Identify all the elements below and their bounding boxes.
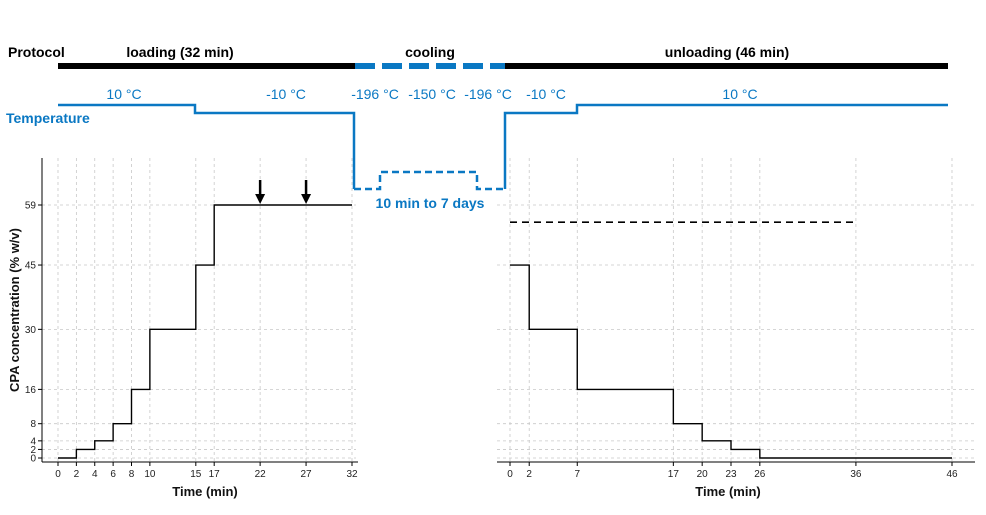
temp-label-4: -150 °C — [408, 86, 456, 102]
protocol-label: Protocol — [8, 44, 65, 60]
x-tick-label: 32 — [346, 469, 358, 480]
x-tick-label: 15 — [190, 469, 202, 480]
y-tick-label: 0 — [30, 454, 36, 465]
temp-label-3: -196 °C — [351, 86, 399, 102]
y-tick-label: 8 — [30, 419, 36, 430]
x-tick-label: 46 — [946, 469, 958, 480]
x-tick-label: 36 — [850, 469, 862, 480]
x-tick-label: 17 — [668, 469, 680, 480]
x-tick-label: 23 — [725, 469, 737, 480]
x-tick-label: 10 — [144, 469, 156, 480]
x-tick-label: 17 — [209, 469, 221, 480]
x-axis-label: Time (min) — [695, 484, 761, 499]
arrow-head — [301, 194, 312, 204]
x-tick-label: 22 — [255, 469, 267, 480]
temp-label-5: -196 °C — [464, 86, 512, 102]
y-tick-label: 16 — [25, 385, 37, 396]
x-tick-label: 6 — [110, 469, 116, 480]
x-tick-label: 27 — [301, 469, 313, 480]
x-tick-label: 4 — [92, 469, 98, 480]
temp-label-6: -10 °C — [526, 86, 566, 102]
y-tick-label: 2 — [30, 445, 36, 456]
cooling-label: cooling — [405, 44, 455, 60]
step-line — [58, 204, 352, 459]
x-tick-label: 0 — [507, 469, 513, 480]
x-tick-label: 8 — [129, 469, 135, 480]
x-tick-label: 20 — [697, 469, 709, 480]
y-axis-label: CPA concentration (% w/v) — [7, 228, 22, 392]
x-tick-label: 0 — [55, 469, 61, 480]
arrow-head — [255, 194, 266, 204]
temp-label-2: -10 °C — [266, 86, 306, 102]
y-tick-label: 4 — [30, 436, 36, 447]
loading-label: loading (32 min) — [126, 44, 233, 60]
step-line — [510, 264, 952, 459]
temp-label-1: 10 °C — [106, 86, 141, 102]
x-axis-label: Time (min) — [172, 484, 238, 499]
y-tick-label: 45 — [25, 261, 37, 272]
temperature-label: Temperature — [6, 110, 90, 126]
temperature-line-loading — [58, 103, 356, 189]
arrow-marker — [301, 180, 312, 204]
x-tick-label: 26 — [754, 469, 766, 480]
y-tick-label: 30 — [25, 325, 37, 336]
storage-duration-label: 10 min to 7 days — [376, 195, 485, 211]
temperature-line-storage — [354, 170, 505, 191]
y-tick-label: 59 — [25, 201, 37, 212]
x-tick-label: 2 — [74, 469, 80, 480]
temp-label-7: 10 °C — [722, 86, 757, 102]
x-tick-label: 2 — [526, 469, 532, 480]
x-tick-label: 7 — [574, 469, 580, 480]
arrow-marker — [255, 180, 266, 204]
temperature-line-unloading — [503, 103, 948, 189]
unloading-chart: 0 2 7 17 20 23 26 36 46 Time (min) — [497, 158, 975, 499]
unloading-label: unloading (46 min) — [665, 44, 789, 60]
